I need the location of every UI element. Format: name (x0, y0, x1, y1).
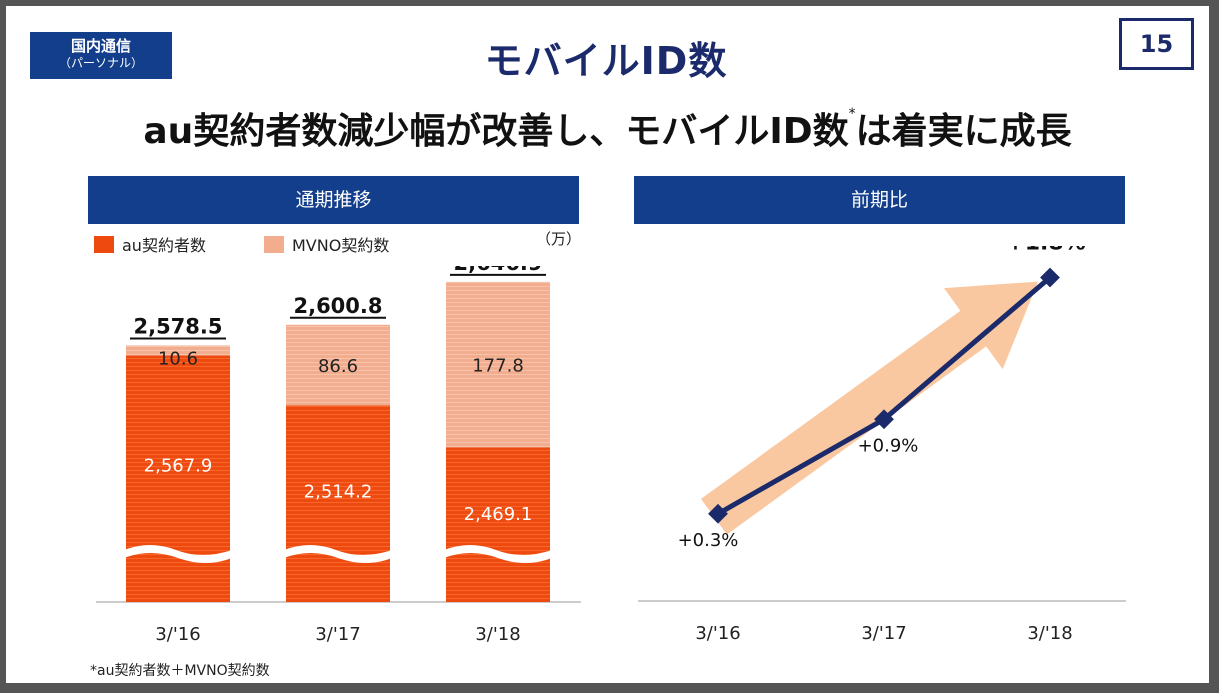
segment-tag-line1: 国内通信 (70, 37, 131, 55)
axis-break-1 (124, 545, 232, 563)
line-chart: +0.3% 3/'16 +0.9% 3/'17 +1.8% 3/'18 (638, 246, 1126, 644)
subtitle-footnote-mark: * (848, 106, 856, 122)
bar-mvno-1 (126, 345, 230, 356)
x-tick-label-3: 3/'18 (475, 624, 520, 645)
unit-label: （万） (536, 230, 582, 248)
bar-mvno-2 (286, 324, 390, 406)
page-number: 15 (1119, 18, 1194, 70)
yoy-point-3 (1040, 267, 1060, 288)
axis-break-2 (284, 545, 392, 563)
x-tick-label-line-1: 3/'16 (695, 623, 740, 644)
bar-au-2 (286, 405, 390, 602)
bar-au-1 (126, 355, 230, 602)
legend-swatch-mvno (264, 235, 284, 253)
yoy-point-2 (874, 409, 894, 430)
segment-tag-line2: （パーソナル） (58, 56, 143, 70)
page-title: モバイルID数 (484, 39, 728, 83)
data-label-mvno-1: 10.6 (158, 348, 198, 369)
x-tick-label-1: 3/'16 (155, 624, 200, 645)
total-label-3: 2,646.9 (453, 266, 542, 275)
subtitle-main: au契約者数減少幅が改善し、モバイルID数 (143, 111, 849, 152)
right-panel-header: 前期比 (634, 176, 1125, 224)
legend-swatch-au (94, 235, 114, 253)
legend-item-au: au契約者数 (94, 232, 206, 256)
subtitle-tail: は着実に成長 (855, 111, 1072, 152)
data-label-au-3: 2,469.1 (464, 504, 533, 525)
footnote: *au契約者数＋MVNO契約数 (90, 663, 270, 679)
x-tick-label-2: 3/'17 (315, 624, 360, 645)
slide: 国内通信 （パーソナル） モバイルID数 15 au契約者数減少幅が改善し、モバ… (6, 6, 1209, 683)
data-label-au-2: 2,514.2 (304, 482, 373, 503)
yoy-label-2: +0.9% (858, 435, 919, 456)
yoy-label-3: +1.8% (1006, 246, 1085, 256)
legend-item-mvno: MVNO契約数 (264, 232, 389, 256)
x-tick-label-line-2: 3/'17 (861, 623, 906, 644)
legend-label-au: au契約者数 (122, 236, 206, 255)
data-label-mvno-3: 177.8 (472, 356, 524, 377)
bar-au-3 (446, 447, 550, 602)
data-label-mvno-2: 86.6 (318, 356, 358, 377)
axis-break-3 (444, 545, 552, 563)
total-label-1: 2,578.5 (133, 314, 222, 338)
yoy-label-1: +0.3% (678, 530, 739, 551)
x-tick-label-line-3: 3/'18 (1027, 623, 1072, 644)
data-label-au-1: 2,567.9 (144, 455, 213, 476)
segment-tag: 国内通信 （パーソナル） (30, 32, 172, 79)
bar-mvno-3 (446, 281, 550, 448)
growth-arrow (701, 281, 1039, 535)
legend-label-mvno: MVNO契約数 (292, 236, 390, 255)
subtitle: au契約者数減少幅が改善し、モバイルID数*は着実に成長 (6, 102, 1209, 154)
bar-chart: 2,567.9 10.6 2,578.5 3/'16 2,514.2 86.6 2,600.… (96, 266, 581, 645)
left-panel-header: 通期推移 (88, 176, 579, 224)
total-label-2: 2,600.8 (293, 294, 382, 318)
